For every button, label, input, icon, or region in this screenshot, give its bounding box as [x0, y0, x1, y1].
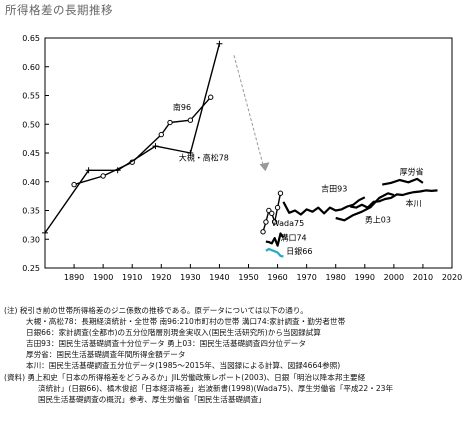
- note-line-6: 本川：国民生活基礎調査五分位データ(1985～2015年、当図録による計算、図録…: [26, 361, 341, 370]
- note-line-5: 厚労省：国民生活基礎調査年間所得金額データ: [26, 350, 186, 359]
- series-annotation: Wada75: [272, 219, 304, 228]
- x-tick-label: 1980: [326, 273, 346, 282]
- x-tick-label: 2010: [413, 273, 433, 282]
- data-point: [152, 143, 159, 150]
- x-tick-label: 1950: [238, 273, 258, 282]
- note-line-2: 大槻・高松78：長期経済統計・全世帯 南96:210市町村の世帯 溝口74:家計…: [26, 317, 346, 326]
- data-point: [42, 229, 48, 236]
- series-annotation: 大槻・高松78: [179, 152, 229, 162]
- data-point: [274, 204, 281, 211]
- series-annotation: 溝口74: [280, 232, 306, 242]
- series-line-8: [381, 177, 424, 186]
- y-tick-label: 0.40: [22, 178, 40, 187]
- data-point: [85, 167, 92, 174]
- pointer-arrowhead: [259, 162, 270, 172]
- series-annotation: 日銀66: [286, 246, 312, 256]
- chart: 0.25 0.30 0.35 0.40 0.45 0.50 0.55 0.60 0.65 1890…: [22, 34, 462, 282]
- data-point: [71, 181, 77, 188]
- data-point: [263, 219, 269, 225]
- x-tick-label: 1960: [267, 273, 287, 282]
- data-point: [187, 117, 194, 123]
- y-tick-label: 0.35: [22, 207, 40, 216]
- data-point: [208, 94, 214, 100]
- data-point: [271, 219, 278, 225]
- data-point: [260, 229, 266, 235]
- note-line-3: 日銀66：家計調査(全都市)の五分位階層別現金実収入(国民生活研究所)から当図録…: [26, 328, 321, 337]
- series-annotation: 本川: [405, 198, 421, 208]
- y-tick-label: 0.65: [22, 34, 40, 43]
- series-annotation: 勇上03: [365, 216, 391, 225]
- x-tick-label: 1890: [64, 273, 84, 282]
- series-line-6: [335, 192, 395, 222]
- x-tick-label: 1990: [355, 273, 375, 282]
- note-line-9: 国民生活基礎調査の概況」参考、厚生労働省「国民生活基礎調査」: [38, 395, 266, 404]
- series-line-7: [350, 189, 438, 209]
- x-tick-label: 1900: [93, 273, 113, 282]
- y-tick-label: 0.55: [22, 92, 40, 101]
- x-tick-label: 1920: [151, 273, 171, 282]
- x-tick-label: 2000: [384, 273, 404, 282]
- note-line-1: (注) 税引き前の世帯所得格差のジニ係数の推移である。原データについては以下の通…: [4, 306, 308, 315]
- series-line-1: [44, 43, 221, 234]
- y-tick-label: 0.50: [22, 120, 40, 129]
- y-tick-label: 0.30: [22, 235, 40, 244]
- plot-frame: [44, 37, 453, 269]
- x-tick-label: 1910: [122, 273, 142, 282]
- data-point: [187, 150, 194, 156]
- y-tick-label: 0.45: [22, 149, 40, 158]
- page-title: 所得格差の長期推移: [5, 3, 113, 17]
- series-annotation: 吉田93: [321, 185, 347, 194]
- x-tick-label: 1930: [180, 273, 200, 282]
- data-point: [100, 173, 106, 179]
- series-line-5: [282, 196, 366, 216]
- note-line-8: 済統計」(日銀66)、橘木俊詔「日本経済格差」岩波新書(1998)(Wada75…: [38, 384, 394, 393]
- y-tick-label: 0.25: [22, 264, 40, 273]
- y-tick-label: 0.60: [22, 63, 40, 72]
- series-annotation: 厚労省: [400, 166, 424, 176]
- data-point: [167, 119, 173, 126]
- data-point: [158, 131, 164, 138]
- note-line-4: 吉田93：国民生活基礎調査十分位データ 勇上03：国民生活基礎調査四分位データ: [26, 339, 306, 348]
- data-point: [216, 40, 223, 47]
- data-point: [277, 190, 284, 196]
- pointer-arrow-line: [233, 55, 265, 171]
- series-line-4: [265, 247, 284, 258]
- data-point: [114, 167, 121, 174]
- x-tick-label: 2020: [442, 273, 462, 282]
- series-annotation: 南96: [173, 102, 191, 112]
- data-point: [269, 210, 275, 217]
- x-tick-label: 1970: [296, 273, 316, 282]
- x-tick-label: 1940: [209, 273, 229, 282]
- note-line-7: (資料) 勇上和史「日本の所得格差をどうみるか」JIL労働政策レポート(2003…: [4, 373, 366, 382]
- series-line-3: [265, 232, 285, 247]
